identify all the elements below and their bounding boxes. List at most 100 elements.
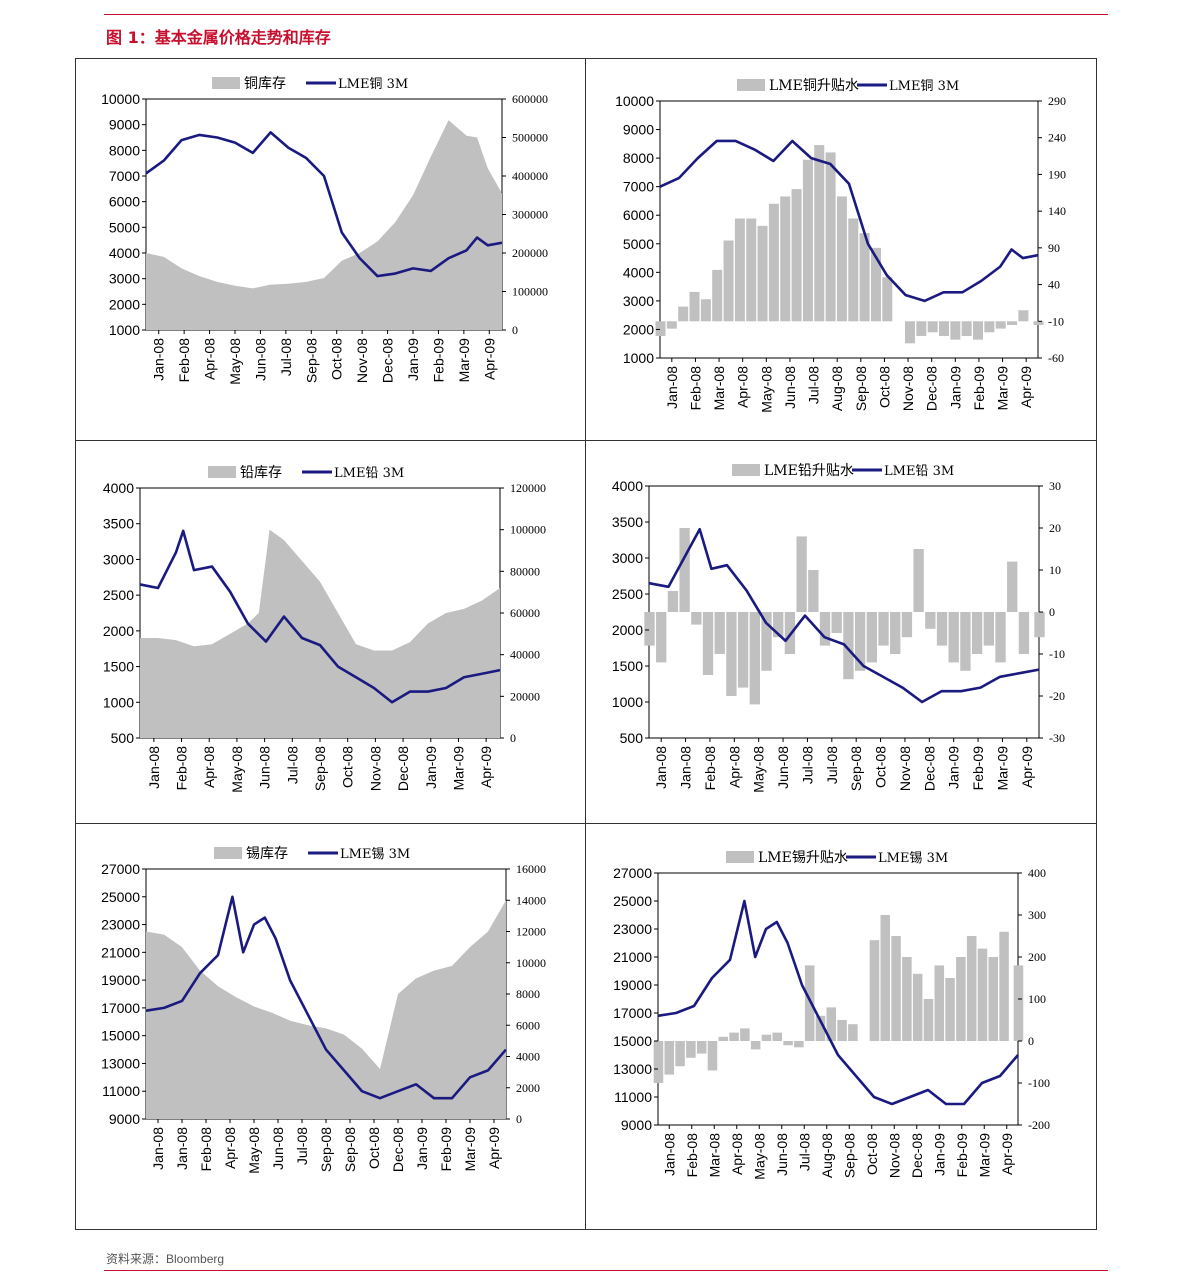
legend-label-line: LME锡 3M — [340, 847, 410, 862]
spread-bar — [977, 948, 988, 1041]
x-tick-label: Dec-08 — [921, 746, 937, 791]
price-line — [648, 527, 1040, 704]
x-tick-label: Feb-08 — [198, 1127, 214, 1172]
legend-swatch-bars — [726, 851, 754, 863]
right-tick-label: 2000 — [516, 1081, 540, 1095]
right-tick-label: 0 — [516, 1112, 522, 1126]
x-tick-label: Jan-08 — [664, 366, 680, 409]
spread-bar — [707, 1041, 718, 1071]
legend-label-line: LME铜 3M — [889, 79, 959, 94]
left-tick-label: 21000 — [613, 949, 652, 965]
x-tick-label: Mar-09 — [462, 1127, 478, 1172]
spread-bar — [723, 240, 734, 322]
legend-label-bars: 锡库存 — [246, 846, 288, 862]
price-line — [657, 899, 1019, 1106]
spread-bar — [689, 291, 700, 322]
spread-bar — [802, 159, 813, 322]
x-tick-label: Aug-08 — [819, 1133, 835, 1178]
spread-bar — [696, 1041, 707, 1054]
x-tick-label: Feb-09 — [954, 1133, 970, 1178]
spread-bar — [995, 321, 1006, 329]
spread-bar — [664, 1041, 675, 1075]
x-tick-label: Jul-08 — [806, 366, 822, 404]
spread-bar — [988, 957, 999, 1041]
right-tick-label: 140 — [1048, 204, 1066, 218]
spread-bar — [936, 612, 948, 646]
x-tick-label: Apr-09 — [478, 746, 494, 788]
spread-bar — [1007, 321, 1018, 325]
spread-bar — [768, 203, 779, 322]
chart-lead-spread: 500 1000 1500 2000 2500 3000 3500 4000 -30 -20 -10… — [586, 441, 1094, 823]
x-tick-label: Jan-08 — [146, 746, 162, 789]
spread-bar — [653, 1041, 664, 1083]
right-tick-label: 16000 — [516, 862, 546, 876]
x-tick-label: Jul-08 — [796, 1133, 812, 1171]
spread-bar — [948, 612, 959, 663]
spread-bar — [938, 321, 950, 336]
x-tick-label: Sep-08 — [841, 1133, 857, 1178]
spread-bar — [718, 1036, 729, 1041]
right-tick-label: 4000 — [516, 1050, 540, 1064]
left-tick-label: 1500 — [612, 658, 643, 674]
price-line — [659, 139, 1039, 303]
chart-tin-inventory: 9000 11000 13000 15000 17000 19000 21000 23000 2… — [76, 824, 584, 1228]
x-tick-label: Nov-08 — [897, 746, 913, 791]
right-tick-label: 120000 — [510, 481, 546, 495]
x-tick-label: Feb-08 — [174, 746, 190, 791]
spread-bar — [854, 612, 866, 671]
x-tick-label: Jan-09 — [405, 338, 421, 381]
price-line — [145, 895, 507, 1100]
spread-bar — [971, 612, 983, 654]
right-tick-label: 400000 — [512, 169, 548, 183]
right-tick-label: 200000 — [512, 246, 548, 260]
x-tick-label: Mar-09 — [976, 1133, 992, 1178]
left-tick-label: 1000 — [109, 322, 140, 338]
charts-frame — [75, 58, 1097, 1230]
frame-divider-2 — [75, 823, 1097, 824]
spread-bar — [945, 978, 955, 1041]
right-tick-label: -20 — [1049, 689, 1065, 703]
legend-swatch-bars — [212, 77, 240, 89]
spread-bar — [772, 1032, 783, 1041]
x-tick-label: Jun-08 — [782, 366, 798, 409]
spread-bar — [882, 277, 893, 322]
x-tick-label: Feb-09 — [970, 746, 986, 791]
spread-bar — [702, 612, 714, 675]
spread-bar — [913, 549, 924, 612]
right-tick-label: -30 — [1049, 731, 1065, 745]
x-tick-label: Sep-08 — [853, 366, 869, 411]
spread-bar — [848, 1024, 858, 1041]
x-tick-label: Jul-08 — [278, 338, 294, 376]
x-tick-label: Mar-08 — [711, 366, 727, 411]
spread-bar — [825, 152, 836, 322]
x-tick-label: Apr-08 — [735, 366, 751, 408]
left-tick-label: 15000 — [101, 1028, 140, 1044]
spread-bar — [780, 196, 791, 322]
spread-bar — [761, 612, 772, 671]
spread-bar — [655, 321, 666, 336]
x-tick-label: Jun-08 — [774, 1133, 790, 1176]
spread-bar — [826, 1007, 837, 1041]
spread-bar — [984, 321, 995, 333]
price-line — [145, 131, 503, 278]
x-tick-label: Dec-08 — [924, 366, 940, 411]
price-line — [139, 529, 501, 704]
x-tick-label: May-08 — [758, 366, 774, 413]
left-tick-label: 13000 — [101, 1055, 140, 1071]
x-tick-label: Nov-08 — [900, 366, 916, 411]
spread-bar — [916, 321, 927, 336]
spread-bar — [961, 321, 972, 336]
left-tick-label: 15000 — [613, 1033, 652, 1049]
left-tick-label: 10000 — [101, 91, 140, 107]
spread-bar — [808, 570, 819, 612]
header-rule — [104, 14, 1108, 15]
right-tick-label: 40000 — [510, 648, 540, 662]
left-tick-label: 17000 — [101, 1000, 140, 1016]
x-tick-label: Feb-08 — [687, 366, 703, 411]
left-tick-label: 27000 — [101, 861, 140, 877]
x-tick-label: Oct-08 — [864, 1133, 880, 1175]
spread-bar — [870, 247, 881, 322]
spread-bar — [815, 1015, 826, 1041]
spread-bar — [734, 218, 745, 322]
right-tick-label: 100000 — [510, 523, 546, 537]
